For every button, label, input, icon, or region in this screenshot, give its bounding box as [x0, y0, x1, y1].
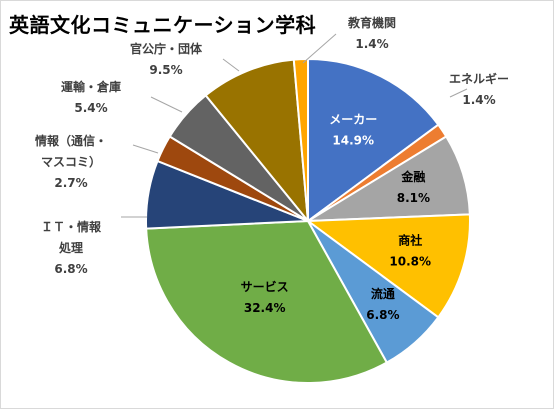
leader-line: [302, 33, 337, 64]
slice-value-label: 14.9%: [332, 133, 374, 147]
chart-title: 英語文化コミュニケーション学科: [9, 13, 317, 37]
leader-line: [449, 88, 468, 98]
leader-line: [222, 58, 240, 72]
slice-value-label: 9.5%: [149, 63, 182, 77]
slice-value-label: 1.4%: [462, 93, 495, 107]
slice-category-label: 商社: [398, 232, 422, 247]
pie-slice: [305, 213, 471, 319]
slice-category-label: マスコミ）: [41, 154, 101, 169]
pie-slice: [204, 58, 310, 225]
pie-slice: [145, 219, 389, 385]
slice-category-label: メーカー: [329, 112, 377, 126]
slice-category-label: 教育機関: [347, 15, 396, 30]
slice-category-label: 金融: [400, 169, 425, 184]
slice-value-label: 1.4%: [355, 37, 388, 51]
slice-category-label: 運輸・倉庫: [61, 79, 121, 94]
slice-category-label: エネルギー: [449, 71, 509, 86]
slice-value-label: 10.8%: [389, 254, 431, 268]
slice-category-label: 官公庁・団体: [130, 41, 203, 56]
pie-slice: [307, 57, 440, 223]
slice-category-label: 情報（通信・: [35, 133, 107, 148]
slice-value-label: 6.8%: [54, 262, 87, 276]
slice-value-label: 6.8%: [366, 308, 399, 322]
slice-value-label: 2.7%: [54, 176, 87, 190]
leader-line: [132, 144, 159, 154]
slice-value-label: 5.4%: [74, 101, 107, 115]
slice-category-label: サービス: [241, 279, 289, 294]
slice-category-label: 処理: [58, 240, 83, 255]
slice-value-label: 32.4%: [244, 301, 286, 315]
slice-category-label: ＩＴ・情報: [41, 219, 102, 234]
leader-line: [150, 96, 183, 113]
slice-value-label: 8.1%: [397, 191, 430, 205]
slice-category-label: 流通: [371, 286, 395, 301]
